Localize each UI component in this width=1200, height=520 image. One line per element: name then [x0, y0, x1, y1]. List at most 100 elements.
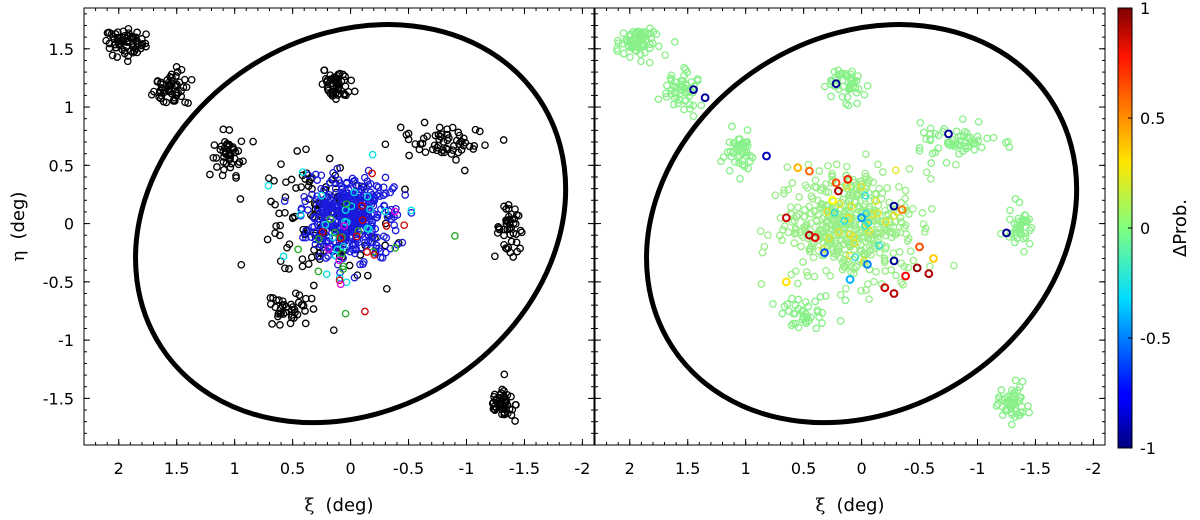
scatter-point: [802, 268, 811, 276]
left-x-unit: (deg): [326, 495, 374, 516]
y-tick-label: -0.5: [43, 273, 74, 292]
scatter-point: [323, 201, 331, 210]
scatter-point: [827, 221, 836, 229]
scatter-point: [282, 303, 291, 311]
scatter-point: [697, 101, 706, 110]
scatter-point: [1015, 411, 1024, 420]
scatter-point: [210, 141, 219, 149]
scatter-point: [783, 163, 792, 172]
scatter-point: [404, 135, 413, 144]
scatter-point: [989, 133, 998, 142]
scatter-point: [341, 309, 350, 318]
scatter-point: [275, 209, 283, 218]
scatter-point: [378, 253, 387, 262]
scatter-point: [235, 158, 244, 166]
scatter-point: [942, 158, 951, 167]
scatter-point: [411, 140, 420, 148]
scatter-point: [922, 135, 930, 144]
scatter-point: [270, 176, 278, 185]
scatter-point: [863, 220, 871, 229]
scatter-point: [793, 279, 802, 288]
scatter-point: [1011, 413, 1020, 421]
highlight-point: [781, 213, 791, 223]
scatter-point: [359, 258, 368, 266]
scatter-point: [829, 253, 838, 261]
scatter-point: [373, 210, 382, 219]
scatter-point: [887, 266, 896, 274]
scatter-point: [363, 248, 371, 256]
scatter-point: [502, 205, 511, 213]
highlight-point: [762, 151, 771, 161]
scatter-point: [129, 43, 138, 51]
scatter-point: [177, 65, 186, 74]
scatter-point: [853, 191, 862, 199]
x-tick-label: 1: [230, 459, 240, 478]
scatter-point: [826, 272, 835, 280]
scatter-point: [791, 224, 800, 233]
scatter-point: [120, 49, 129, 58]
scatter-point: [612, 44, 621, 53]
scatter-point: [1015, 198, 1024, 207]
highlight-point: [810, 233, 820, 243]
scatter-point: [322, 270, 331, 279]
scatter-point: [885, 228, 894, 237]
scatter-point: [263, 235, 272, 244]
scatter-point: [329, 247, 338, 255]
scatter-point: [811, 297, 819, 306]
scatter-point: [934, 144, 943, 153]
scatter-point: [237, 260, 246, 269]
scatter-point: [792, 212, 801, 221]
scatter-point: [654, 95, 663, 104]
highlight-point: [689, 85, 698, 94]
scatter-point: [857, 286, 865, 295]
scatter-point: [351, 176, 359, 185]
scatter-point: [790, 239, 799, 247]
scatter-point: [401, 191, 410, 199]
scatter-point: [757, 280, 766, 288]
scatter-point: [843, 184, 851, 193]
highlight-point: [805, 166, 814, 176]
scatter-point: [836, 291, 845, 299]
scatter-point: [723, 148, 732, 156]
scatter-point: [336, 234, 345, 242]
scatter-point: [873, 214, 881, 222]
scatter-point: [110, 40, 119, 49]
scatter-point: [816, 292, 825, 301]
y-tick-label: 0.5: [49, 156, 74, 175]
scatter-point: [341, 217, 349, 226]
scatter-point: [622, 36, 631, 45]
scatter-point: [1007, 391, 1015, 400]
scatter-point: [670, 38, 679, 46]
scatter-point: [287, 175, 296, 184]
scatter-point: [308, 185, 316, 193]
scatter-point: [905, 165, 914, 173]
highlight-point: [834, 186, 843, 196]
scatter-point: [452, 156, 460, 164]
scatter-point: [266, 300, 275, 308]
x-tick-label: -2: [574, 459, 590, 478]
highlight-point: [831, 79, 841, 89]
scatter-point: [516, 244, 524, 253]
scatter-point: [226, 163, 235, 172]
scatter-point: [512, 238, 521, 247]
scatter-point: [470, 142, 479, 150]
scatter-point: [354, 227, 363, 236]
highlight-point: [843, 174, 853, 184]
scatter-point: [434, 141, 443, 150]
scatter-point: [345, 261, 354, 270]
scatter-point: [728, 149, 737, 157]
scatter-point: [826, 230, 834, 238]
scatter-point: [883, 184, 892, 192]
scatter-point: [329, 326, 338, 335]
scatter-point: [838, 92, 847, 101]
scatter-point: [297, 183, 306, 191]
scatter-point: [878, 168, 887, 176]
scatter-point: [394, 239, 403, 247]
scatter-point: [841, 251, 850, 259]
scatter-point: [276, 231, 284, 240]
scatter-point: [815, 167, 824, 175]
colorbar-tick-label: 0: [1140, 219, 1150, 238]
right-axis-ticks: [594, 8, 1105, 446]
scatter-point: [1006, 401, 1015, 409]
scatter-point: [336, 280, 345, 289]
